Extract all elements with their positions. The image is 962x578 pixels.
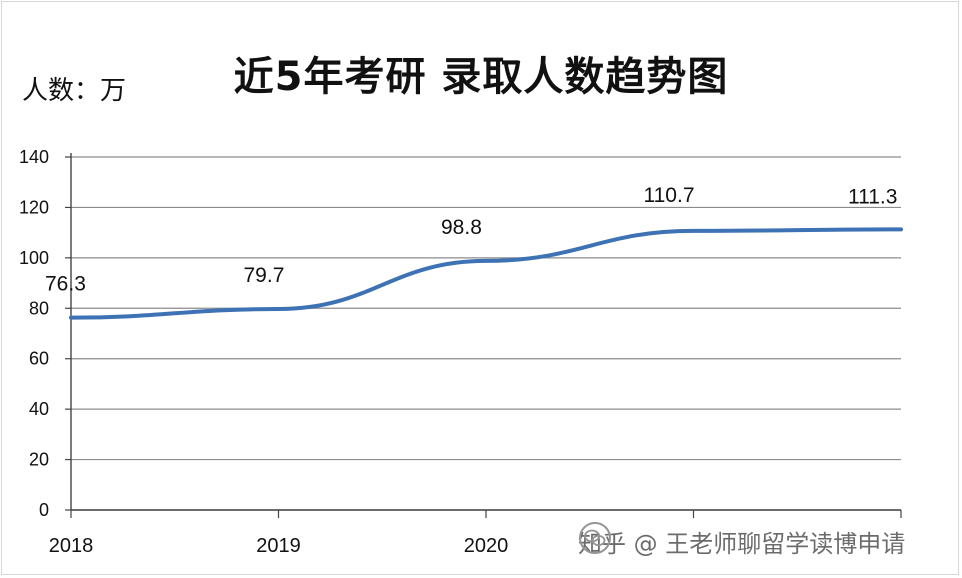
chart-title: 近5年考研 录取人数趋势图 [233,54,729,100]
series-line [69,227,903,320]
y-tick-labels: 0 20 40 60 80 100 120 140 [19,147,49,520]
y-tick-label: 120 [19,197,49,217]
data-label: 98.8 [441,216,482,239]
watermark-text: 知乎 @ 王老师聊留学读博申请 [578,529,906,558]
data-label: 79.7 [244,264,285,287]
y-tick-label: 80 [29,298,49,318]
data-label: 111.3 [848,185,897,208]
gridlines [71,156,901,511]
y-tick-label: 0 [39,500,49,520]
y-axis-label: 人数：万 [22,76,127,106]
y-tick-label: 100 [19,248,49,268]
axes [65,153,902,518]
x-tick-label: 2019 [256,535,301,557]
data-label: 76.3 [45,273,86,296]
y-tick-label: 20 [29,450,49,470]
wechat-icon [579,522,611,554]
data-label: 110.7 [644,184,695,207]
y-tick-label: 60 [29,349,49,369]
x-tick-labels: 2018 2019 2020 [49,535,509,557]
x-tick-label: 2018 [49,535,94,557]
watermark: 知乎 @ 王老师聊留学读博申请 [578,521,905,561]
y-tick-label: 40 [29,399,49,419]
y-tick-label: 140 [19,147,49,167]
x-tick-label: 2020 [464,535,509,557]
data-labels: 76.3 79.7 98.8 110.7 111.3 [45,184,897,296]
